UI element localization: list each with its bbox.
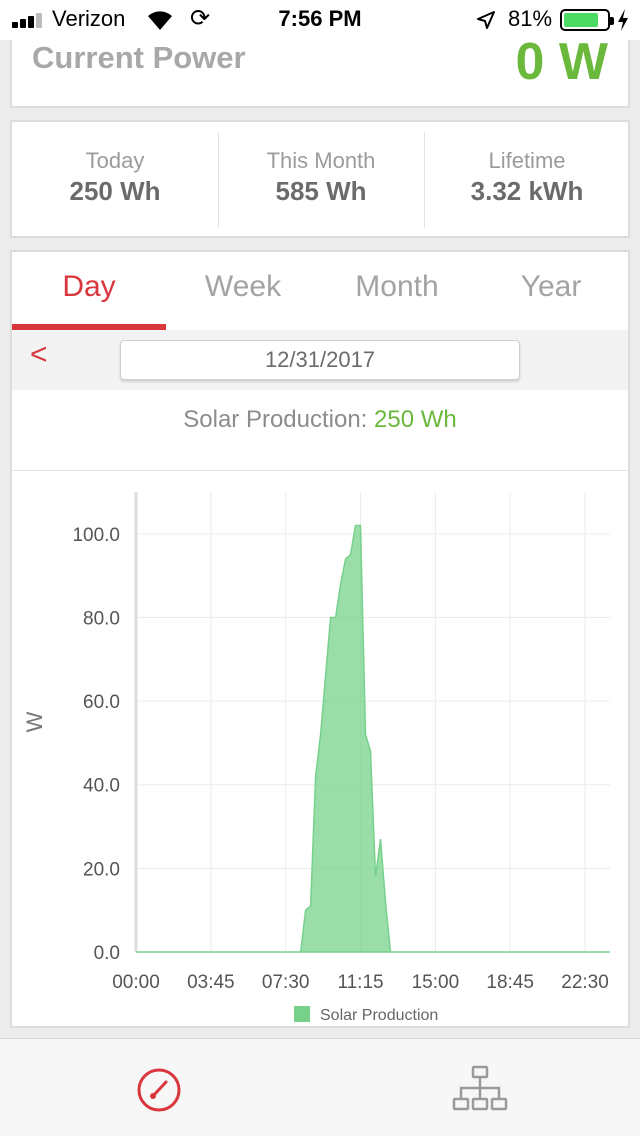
y-tick-label: 40.0 [83,776,120,797]
previous-date-button[interactable]: < [30,338,48,371]
y-axis-label: W [22,711,47,732]
stat-lifetime: Lifetime 3.32 kWh [424,122,630,236]
x-tick-label: 18:45 [486,972,534,993]
tab-month[interactable]: Month [355,270,439,303]
y-tick-label: 100.0 [72,525,120,546]
stat-label: This Month [266,148,376,173]
x-tick-label: 11:15 [337,972,383,993]
legend-label: Solar Production [320,1007,438,1024]
production-value: 250 Wh [374,406,457,433]
period-tabs: Day Week Month Year [12,252,628,330]
production-chart-card: Day Week Month Year < 12/31/2017 Solar P… [10,250,630,1028]
y-tick-label: 80.0 [83,608,120,629]
x-tick-label: 03:45 [187,972,235,993]
solar-production-area [136,524,610,953]
active-tab-indicator [12,324,166,330]
current-power-card: Current Power 0 W [10,30,630,108]
x-tick-label: 00:00 [112,972,160,993]
x-tick-label: 15:00 [412,972,460,993]
charging-icon [618,9,628,31]
divider [12,470,628,471]
stat-value: 585 Wh [275,176,367,206]
battery-percent: 81% [508,6,553,31]
status-bar: Verizon ⟳ 7:56 PM 81% [0,0,640,40]
production-summary: Solar Production: 250 Wh [12,390,628,470]
stat-today: Today 250 Wh [12,122,218,236]
production-label: Solar Production: [183,406,368,433]
network-icon[interactable] [452,1065,508,1113]
stat-value: 3.32 kWh [470,176,584,206]
wifi-icon [148,11,172,30]
stat-label: Lifetime [488,148,566,173]
stat-value: 250 Wh [69,176,161,206]
tab-day[interactable]: Day [62,270,116,303]
clock: 7:56 PM [278,6,362,31]
stat-divider [218,132,219,228]
date-picker[interactable]: 12/31/2017 [120,340,520,380]
x-tick-label: 07:30 [262,972,310,993]
stat-label: Today [85,148,145,173]
energy-stats-card: Today 250 Wh This Month 585 Wh Lifetime … [10,120,630,238]
tab-week[interactable]: Week [204,270,282,303]
date-navigator: < 12/31/2017 [12,330,628,390]
y-tick-label: 20.0 [83,859,120,880]
legend-swatch [294,1006,310,1022]
signal-icon [12,12,46,28]
y-tick-label: 0.0 [94,943,120,964]
current-power-label: Current Power [32,40,246,75]
dashboard-icon[interactable] [136,1067,182,1113]
tab-year[interactable]: Year [520,270,582,303]
x-tick-label: 22:30 [561,972,609,993]
bottom-tab-bar [0,1038,640,1136]
production-area-chart: 00:00 03:45 07:30 11:15 15:00 18:45 22:30 0.0 20… [22,492,610,1024]
location-icon [477,11,495,29]
current-power-value: 0 W [515,33,608,91]
stat-this-month: This Month 585 Wh [218,122,424,236]
sync-icon: ⟳ [190,5,211,32]
battery-icon [560,9,614,31]
y-tick-label: 60.0 [83,692,120,713]
stat-divider [424,132,425,228]
carrier-name: Verizon [52,6,126,31]
